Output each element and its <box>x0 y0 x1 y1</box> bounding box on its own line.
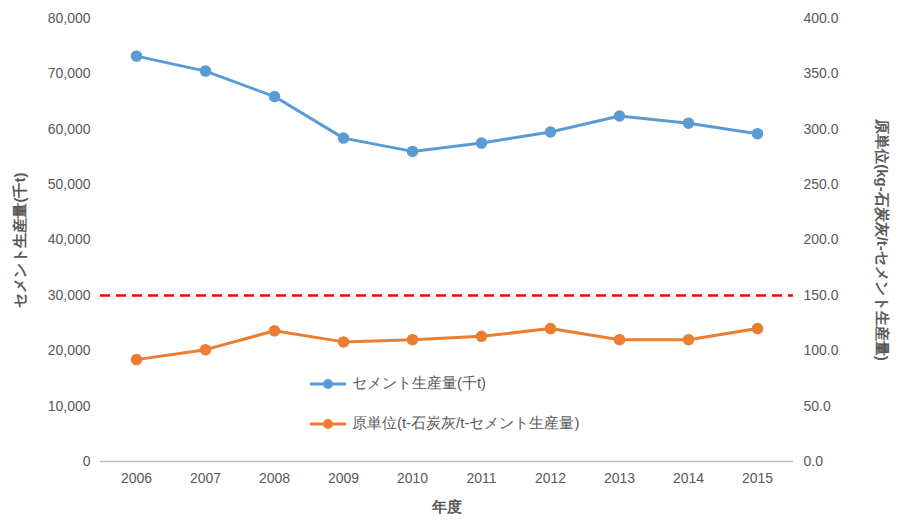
svg-text:0.0: 0.0 <box>804 453 824 469</box>
svg-text:2012: 2012 <box>535 470 566 486</box>
html-text:セメント生産量(千t): セメント生産量(千t) <box>351 374 487 391</box>
svg-text:2014: 2014 <box>673 470 704 486</box>
svg-text:250.0: 250.0 <box>804 176 839 192</box>
svg-text:350.0: 350.0 <box>804 65 839 81</box>
svg-text:0: 0 <box>83 453 91 469</box>
svg-text:2010: 2010 <box>397 470 428 486</box>
svg-text:40,000: 40,000 <box>48 231 91 247</box>
svg-text:原単位(kg-石炭灰/t-セメント生産量): 原単位(kg-石炭灰/t-セメント生産量) <box>874 118 891 361</box>
svg-text:20,000: 20,000 <box>48 342 91 358</box>
svg-text:2008: 2008 <box>259 470 290 486</box>
svg-text:2009: 2009 <box>328 470 359 486</box>
svg-text:10,000: 10,000 <box>48 398 91 414</box>
svg-text:400.0: 400.0 <box>804 10 839 26</box>
svg-text:100.0: 100.0 <box>804 342 839 358</box>
html-text:原単位(t-石炭灰/t-セメント生産量): 原単位(t-石炭灰/t-セメント生産量) <box>351 414 580 431</box>
svg-text:2006: 2006 <box>121 470 152 486</box>
svg-text:30,000: 30,000 <box>48 287 91 303</box>
svg-text:2007: 2007 <box>190 470 221 486</box>
svg-text:60,000: 60,000 <box>48 121 91 137</box>
svg-text:50,000: 50,000 <box>48 176 91 192</box>
svg-text:セメント生産量(千t): セメント生産量(千t) <box>11 173 28 308</box>
svg-text:2013: 2013 <box>604 470 635 486</box>
svg-text:2015: 2015 <box>742 470 773 486</box>
svg-text:200.0: 200.0 <box>804 231 839 247</box>
svg-text:300.0: 300.0 <box>804 121 839 137</box>
svg-text:50.0: 50.0 <box>804 398 831 414</box>
svg-text:年度: 年度 <box>431 498 462 515</box>
svg-text:70,000: 70,000 <box>48 65 91 81</box>
svg-text:80,000: 80,000 <box>48 10 91 26</box>
svg-text:150.0: 150.0 <box>804 287 839 303</box>
svg-text:2011: 2011 <box>466 470 496 486</box>
